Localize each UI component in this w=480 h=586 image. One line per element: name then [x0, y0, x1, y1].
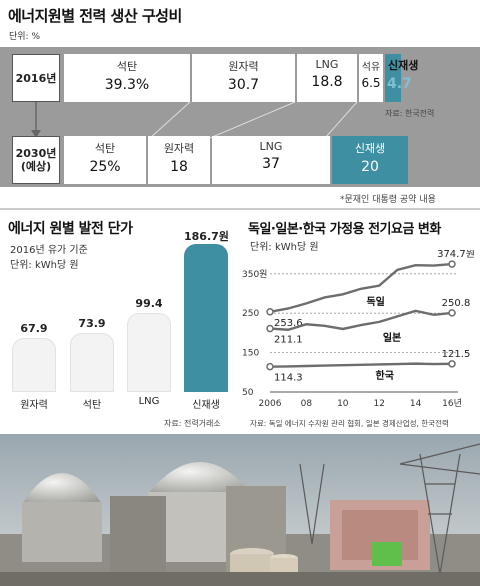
cost-unit: 단위: kWh당 원 [10, 260, 79, 271]
seg-value: 37 [262, 156, 280, 172]
seg-value: 18.8 [311, 74, 343, 90]
y-tick-label: 50 [242, 388, 254, 398]
series-end-label: 250.8 [442, 298, 471, 309]
seg-label: 석탄 [94, 142, 116, 155]
tariff-line-chart: 50 150 250 350원 2006 08 10 12 14 16년 253.6 374.7원독일… [242, 250, 475, 409]
cost-bar [70, 333, 114, 392]
seg-2016-renewable-label: 신재생 [388, 59, 419, 72]
x-tick-label: 14 [410, 399, 422, 409]
mix-connectors [31, 101, 358, 139]
series-point [266, 308, 274, 316]
seg-value: 6.5 [361, 76, 381, 90]
cost-bar-category: LNG [138, 396, 160, 407]
seg-label: LNG [315, 58, 339, 71]
seg-label: 원자력 [163, 142, 195, 155]
x-tick-label: 12 [373, 399, 384, 409]
tariff-unit: 단위: kWh당 원 [250, 242, 319, 253]
series-start-label: 211.1 [274, 335, 303, 346]
series-point [448, 360, 456, 368]
seg-2016-coal: 석탄 39.3% [64, 54, 190, 102]
x-tick-label: 16년 [442, 398, 462, 409]
mix-title: 에너지원별 전력 생산 구성비 [8, 7, 182, 25]
mix-source: 자료: 한국전력 [385, 109, 435, 118]
seg-2030-nuclear: 원자력 18 [148, 136, 210, 184]
seg-label: 원자력 [228, 60, 259, 73]
x-tick-label: 2006 [259, 399, 282, 409]
seg-value: 18 [170, 159, 188, 175]
series-line [269, 309, 453, 331]
cost-source: 자료: 전력거래소 [164, 419, 221, 428]
series-line [269, 362, 453, 368]
tariff-title: 독일·일본·한국 가정용 전기요금 변화 [248, 222, 441, 237]
seg-value: 20 [361, 159, 379, 175]
x-tick-label: 08 [301, 399, 313, 409]
series-start-label: 253.6 [274, 318, 303, 329]
cost-bar [12, 338, 56, 392]
cost-bar-value: 99.4 [135, 297, 163, 311]
series-name-label: 일본 [383, 331, 401, 344]
row-2030-year-label: 2030년 (예상) [15, 147, 57, 173]
seg-2016-renewable-value: 4.7 [387, 76, 412, 92]
mix-unit: 단위: % [9, 32, 41, 42]
series-line [269, 262, 453, 313]
cost-bar-value: 73.9 [78, 317, 106, 331]
series-point [448, 309, 456, 317]
cost-bar-category: 석탄 [82, 400, 102, 411]
cost-subtitle: 2016년 유가 기준 [10, 245, 88, 256]
seg-label: 신재생 [354, 142, 386, 155]
cost-bar-category: 원자력 [20, 400, 48, 411]
seg-value: 39.3% [104, 77, 150, 93]
y-tick-label: 150 [242, 349, 259, 359]
y-tick-label: 250 [242, 309, 259, 319]
seg-2030-renewable: 신재생 20 [332, 136, 408, 184]
seg-2016-renewable [385, 54, 401, 102]
mix-footnote: *문재인 대통령 공약 내용 [340, 195, 436, 205]
row-2030-year: 2030년 (예상) [12, 136, 60, 184]
tariff-source: 자료: 독일 에너지 수자원 관리 협회, 일본 경제산업성, 한국전력 [250, 419, 449, 428]
seg-label: LNG [259, 140, 283, 153]
series-name-label: 한국 [376, 370, 394, 382]
nuclear-plant-photo [0, 434, 480, 586]
cost-bar-value: 67.9 [20, 322, 48, 336]
y-tick-label: 350원 [242, 269, 267, 280]
x-tick-label: 10 [337, 399, 349, 409]
seg-label: 석탄 [116, 60, 138, 73]
section-divider [0, 208, 480, 210]
series-end-label: 121.5 [442, 349, 471, 360]
row-2016-year: 2016년 [12, 54, 60, 102]
series-start-label: 114.3 [274, 373, 303, 384]
cost-bar [184, 244, 228, 392]
cost-bar-category: 신재생 [192, 400, 220, 411]
series-end-label: 374.7원 [437, 250, 475, 260]
series-point [448, 260, 456, 268]
seg-2030-coal: 석탄 25% [64, 136, 146, 184]
series-name-label: 독일 [366, 295, 384, 308]
series-point [266, 362, 274, 371]
seg-label: 석유 [361, 62, 381, 73]
cost-bar-value: 186.7원 [184, 230, 229, 243]
seg-2030-lng: LNG 37 [212, 136, 330, 184]
cost-title: 에너지 원별 발전 단가 [8, 221, 133, 237]
seg-2016-nuclear: 원자력 30.7 [192, 54, 295, 102]
seg-2016-lng: LNG 18.8 [297, 54, 357, 102]
series-point [266, 324, 274, 333]
seg-value: 25% [89, 159, 121, 175]
seg-value: 30.7 [227, 77, 260, 93]
cost-bar [127, 313, 171, 392]
seg-2016-oil: 석유 6.5 [359, 54, 383, 102]
